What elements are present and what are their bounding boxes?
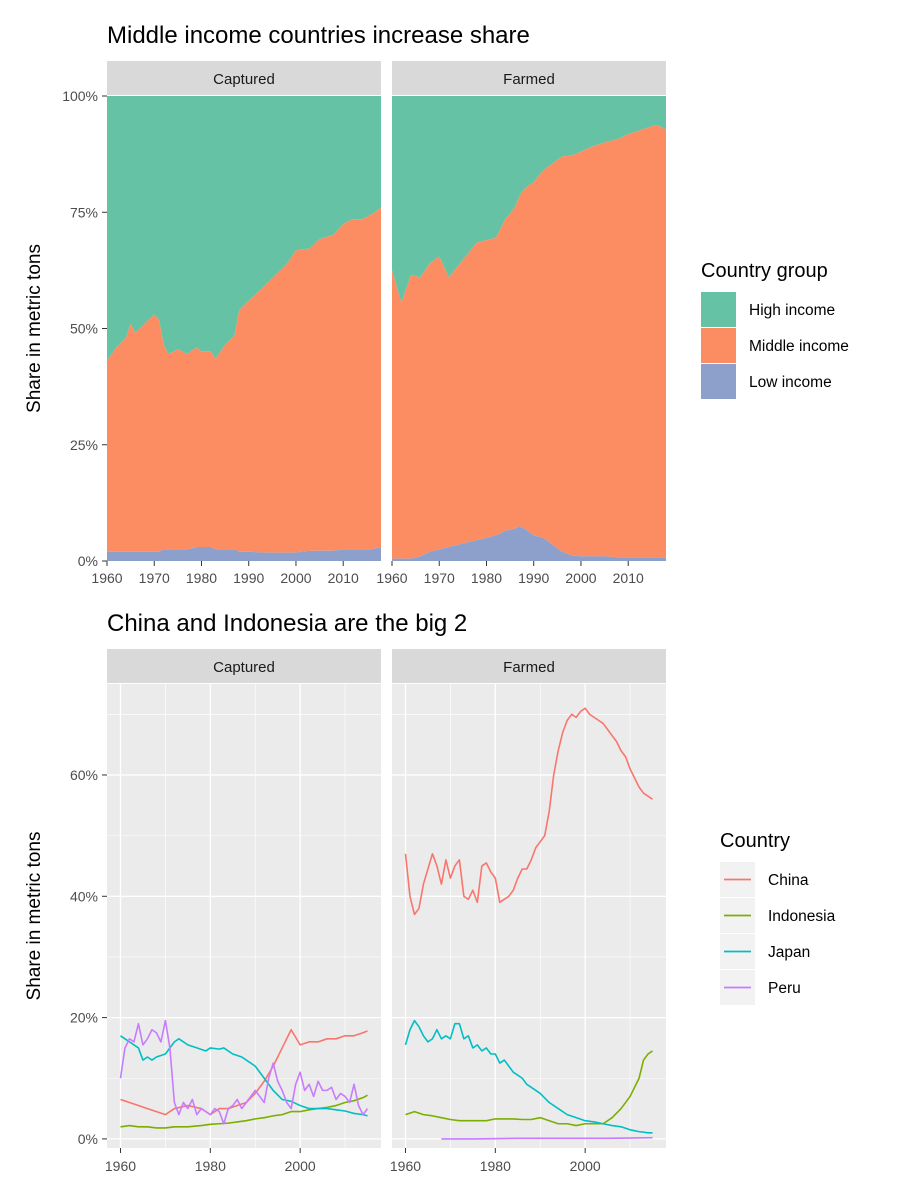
chart-1-title: Middle income countries increase share — [107, 22, 530, 49]
facet-captured: Captured 1960 1970 1980 1990 2000 2010 — [91, 61, 381, 586]
x-tick-label: 2000 — [565, 570, 596, 586]
area-low-income — [107, 547, 381, 561]
facet-strip — [107, 61, 381, 95]
x-tick-label: 1990 — [518, 570, 549, 586]
chart-2: China and Indonesia are the big 2 Capture… — [24, 610, 836, 1174]
x-tick-label: 1960 — [376, 570, 407, 586]
area-low-income — [392, 526, 666, 561]
facet-label: Captured — [213, 659, 275, 676]
y-tick-label: 75% — [70, 204, 98, 220]
y-tick-label: 0% — [78, 553, 98, 569]
facet-strip — [392, 61, 666, 95]
x-tick-label: 1980 — [480, 1158, 511, 1174]
x-tick-label: 1980 — [471, 570, 502, 586]
facet-farmed: Farmed 1960 1980 2000 — [390, 649, 666, 1174]
legend-title: Country — [720, 830, 790, 852]
series-line-indonesia — [120, 1094, 368, 1129]
legend-label: High income — [749, 302, 835, 319]
legend-key — [701, 328, 736, 363]
area-high-income — [107, 96, 381, 362]
y-tick-label: 50% — [70, 321, 98, 337]
chart-2-title: China and Indonesia are the big 2 — [107, 610, 467, 637]
facet-label: Farmed — [503, 71, 555, 88]
facet-strip — [392, 649, 666, 683]
series-line-japan — [404, 1019, 653, 1134]
facet-strip — [107, 649, 381, 683]
chart-1: Middle income countries increase share Ca… — [24, 22, 849, 586]
area-middle-income — [392, 124, 666, 559]
x-tick-label: 2000 — [570, 1158, 601, 1174]
legend-label: Middle income — [749, 338, 849, 355]
series-line-china — [120, 1028, 368, 1116]
series-line-japan — [120, 1035, 368, 1117]
y-tick-label: 0% — [78, 1131, 98, 1147]
x-tick-label: 1980 — [195, 1158, 226, 1174]
x-tick-label: 1970 — [424, 570, 455, 586]
facet-label: Farmed — [503, 659, 555, 676]
series-line-peru — [119, 1019, 369, 1125]
legend-key — [701, 292, 736, 327]
x-tick-label: 2000 — [280, 570, 311, 586]
legend-label: Peru — [768, 980, 801, 997]
x-tick-label: 1960 — [91, 570, 122, 586]
x-tick-label: 2010 — [613, 570, 644, 586]
x-tick-label: 1960 — [390, 1158, 421, 1174]
x-tick-label: 2000 — [285, 1158, 316, 1174]
x-tick-label: 1970 — [139, 570, 170, 586]
y-axis-title: Share in metric tons — [24, 832, 45, 1001]
series-line-peru — [441, 1136, 653, 1140]
y-tick-label: 20% — [70, 1010, 98, 1026]
legend-country: Country China Indonesia Japan Peru — [720, 830, 836, 1005]
area-middle-income — [107, 207, 381, 553]
legend-title: Country group — [701, 260, 828, 282]
x-tick-label: 1980 — [186, 570, 217, 586]
y-axis-title: Share in metric tons — [24, 244, 45, 413]
panel-background — [107, 684, 381, 1148]
legend-label: Low income — [749, 374, 832, 391]
legend-label: Japan — [768, 944, 810, 961]
legend-label: China — [768, 872, 809, 889]
panel-background — [392, 684, 666, 1148]
facet-farmed: Farmed 1960 1970 1980 1990 2000 2010 — [376, 61, 666, 586]
legend-key — [701, 364, 736, 399]
legend-label: Indonesia — [768, 908, 836, 925]
x-tick-label: 2010 — [328, 570, 359, 586]
facet-label: Captured — [213, 71, 275, 88]
y-tick-label: 100% — [62, 88, 98, 104]
x-tick-label: 1990 — [233, 570, 264, 586]
area-high-income — [392, 96, 666, 303]
series-line-indonesia — [405, 1050, 653, 1127]
series-line-china — [404, 707, 653, 916]
y-tick-label: 60% — [70, 767, 98, 783]
y-tick-label: 40% — [70, 888, 98, 904]
legend-country-group: Country group High income Middle income Low… — [701, 260, 849, 399]
x-tick-label: 1960 — [105, 1158, 136, 1174]
y-tick-label: 25% — [70, 437, 98, 453]
facet-captured: Captured 1960 1980 2000 — [105, 649, 381, 1174]
